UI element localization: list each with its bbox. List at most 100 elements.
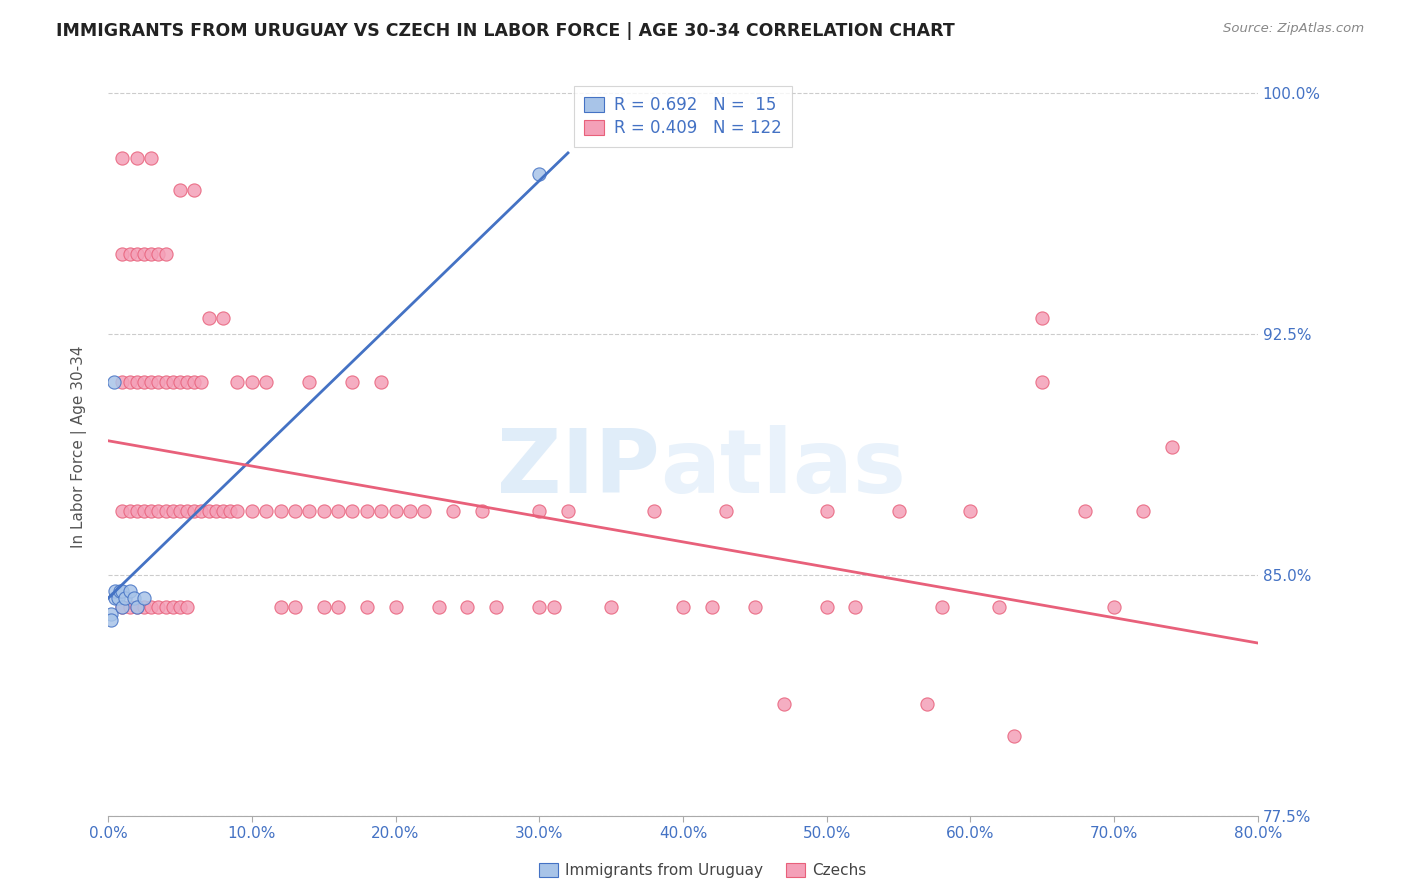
Point — [326, 600, 349, 615]
Point — [240, 504, 263, 518]
Legend: R = 0.692   N =  15, R = 0.409   N = 122: R = 0.692 N = 15, R = 0.409 N = 122 — [574, 86, 792, 147]
Point — [118, 504, 141, 518]
Text: atlas: atlas — [659, 425, 905, 512]
Point — [111, 584, 134, 599]
Point — [118, 247, 141, 261]
Point — [270, 504, 292, 518]
Point — [108, 584, 131, 599]
Point — [205, 504, 228, 518]
Point — [155, 600, 177, 615]
Point — [162, 376, 184, 390]
Y-axis label: In Labor Force | Age 30-34: In Labor Force | Age 30-34 — [72, 345, 87, 548]
Point — [141, 151, 163, 165]
Point — [988, 600, 1011, 615]
Point — [844, 600, 866, 615]
Point — [141, 600, 163, 615]
Point — [148, 247, 170, 261]
Text: Source: ZipAtlas.com: Source: ZipAtlas.com — [1223, 22, 1364, 36]
Point — [162, 600, 184, 615]
Point — [212, 311, 235, 326]
Point — [815, 504, 838, 518]
Point — [1031, 311, 1053, 326]
Point — [485, 600, 508, 615]
Point — [169, 600, 191, 615]
Point — [887, 504, 910, 518]
Point — [815, 600, 838, 615]
Point — [183, 183, 205, 197]
Point — [529, 600, 551, 615]
Point — [183, 504, 205, 518]
Point — [356, 600, 378, 615]
Point — [672, 600, 695, 615]
Point — [183, 376, 205, 390]
Point — [111, 376, 134, 390]
Point — [176, 376, 198, 390]
Point — [931, 600, 953, 615]
Point — [226, 376, 249, 390]
Point — [100, 613, 122, 627]
Point — [543, 600, 565, 615]
Point — [226, 504, 249, 518]
Point — [190, 504, 212, 518]
Point — [118, 600, 141, 615]
Point — [197, 504, 219, 518]
Point — [384, 504, 406, 518]
Point — [240, 376, 263, 390]
Point — [155, 376, 177, 390]
Point — [284, 504, 307, 518]
Point — [190, 376, 212, 390]
Point — [111, 600, 134, 615]
Point — [118, 376, 141, 390]
Point — [1160, 440, 1182, 454]
Point — [1074, 504, 1097, 518]
Point — [342, 376, 364, 390]
Point — [384, 600, 406, 615]
Point — [643, 504, 665, 518]
Point — [132, 591, 155, 605]
Point — [125, 600, 148, 615]
Point — [118, 584, 141, 599]
Point — [100, 607, 122, 621]
Point — [714, 504, 737, 518]
Point — [571, 825, 593, 839]
Point — [370, 504, 392, 518]
Point — [600, 600, 623, 615]
Point — [212, 504, 235, 518]
Text: IMMIGRANTS FROM URUGUAY VS CZECH IN LABOR FORCE | AGE 30-34 CORRELATION CHART: IMMIGRANTS FROM URUGUAY VS CZECH IN LABO… — [56, 22, 955, 40]
Point — [370, 376, 392, 390]
Point — [529, 504, 551, 518]
Point — [298, 376, 321, 390]
Point — [176, 504, 198, 518]
Point — [148, 600, 170, 615]
Point — [114, 591, 136, 605]
Point — [176, 600, 198, 615]
Point — [141, 504, 163, 518]
Point — [125, 504, 148, 518]
Point — [1002, 729, 1025, 743]
Point — [356, 504, 378, 518]
Point — [413, 504, 436, 518]
Point — [284, 600, 307, 615]
Point — [104, 584, 127, 599]
Point — [441, 504, 464, 518]
Point — [298, 504, 321, 518]
Point — [270, 600, 292, 615]
Point — [254, 504, 277, 518]
Point — [141, 376, 163, 390]
Point — [125, 247, 148, 261]
Point — [111, 247, 134, 261]
Point — [219, 504, 242, 518]
Point — [111, 600, 134, 615]
Point — [111, 151, 134, 165]
Point — [1031, 376, 1053, 390]
Point — [132, 504, 155, 518]
Point — [342, 504, 364, 518]
Point — [155, 504, 177, 518]
Point — [471, 504, 494, 518]
Point — [125, 376, 148, 390]
Point — [111, 504, 134, 518]
Point — [1132, 504, 1154, 518]
Point — [456, 600, 478, 615]
Point — [557, 504, 579, 518]
Point — [312, 504, 335, 518]
